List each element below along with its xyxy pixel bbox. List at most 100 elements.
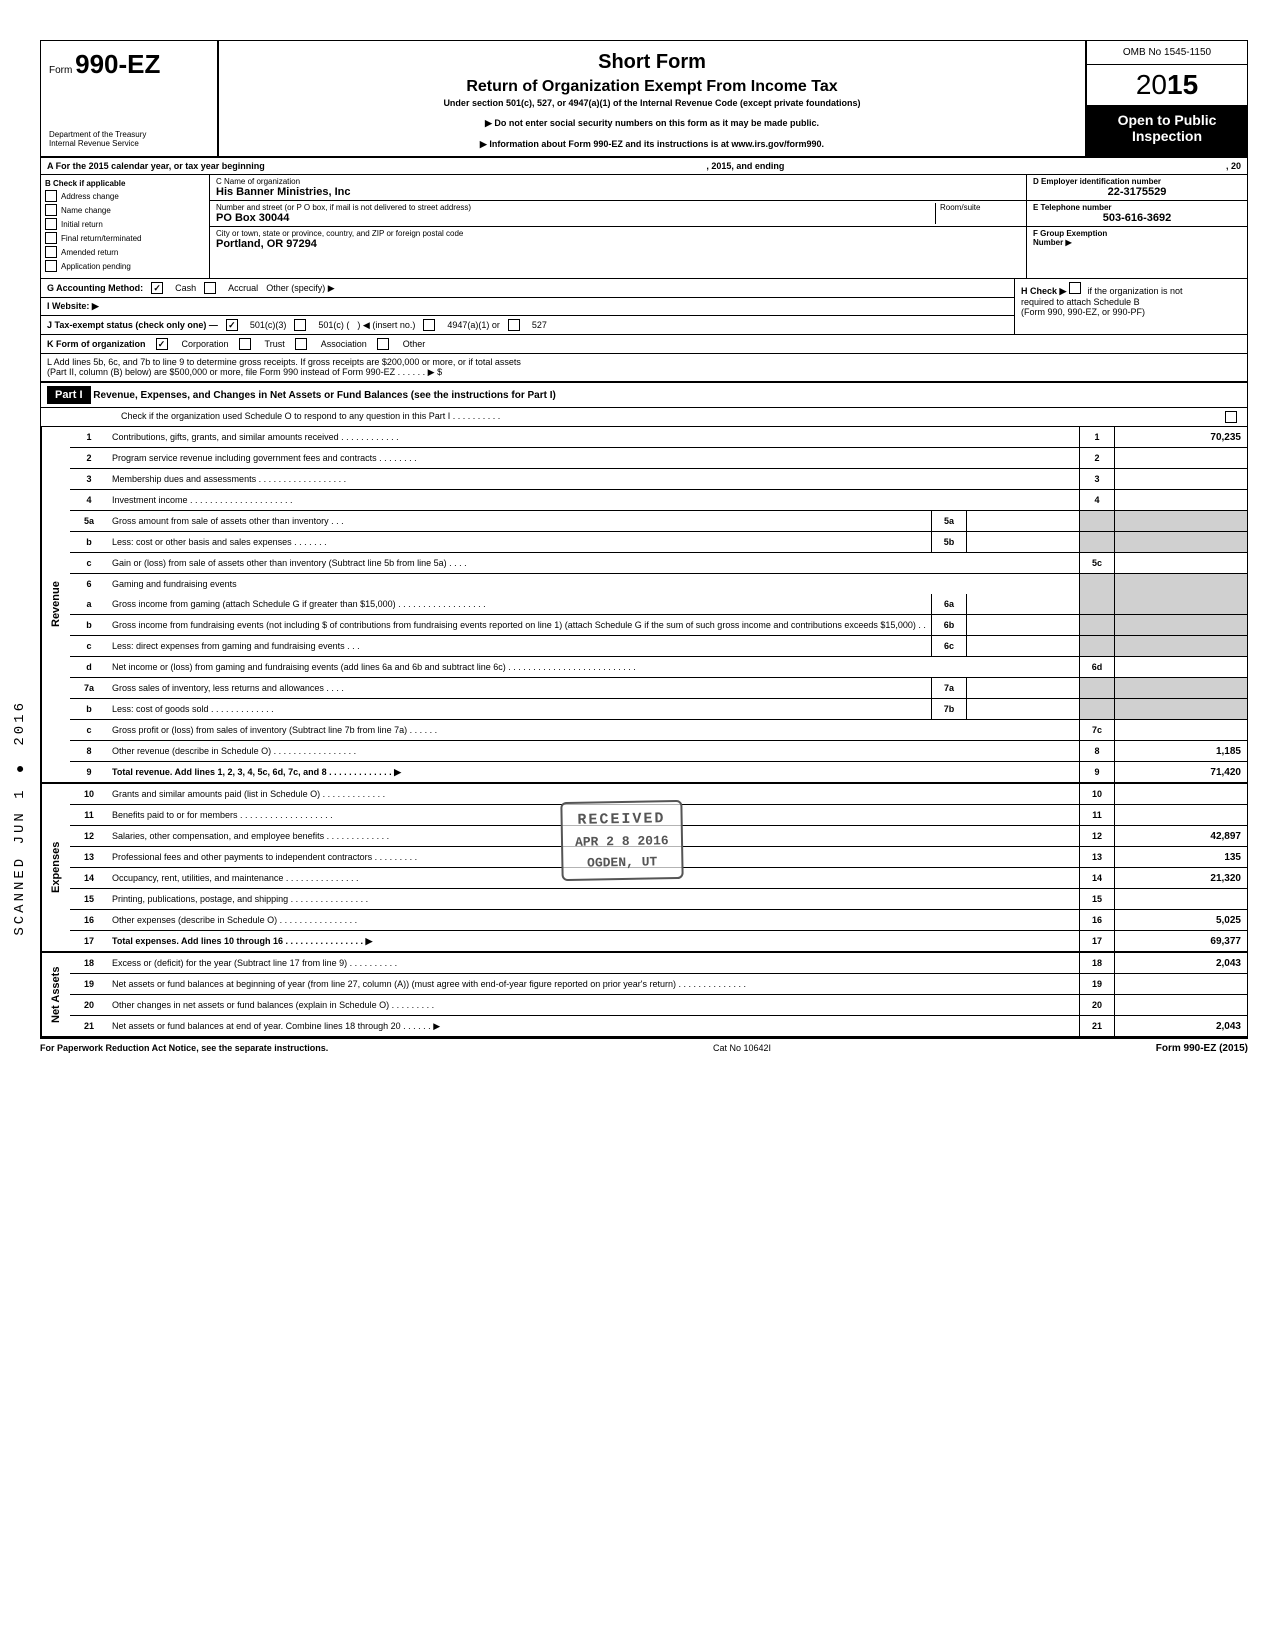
line-num: 14 (70, 871, 108, 885)
line-box (1079, 594, 1114, 614)
check-501c3[interactable]: ✓ (226, 319, 238, 331)
check-label: Initial return (61, 220, 103, 229)
line-desc: Net assets or fund balances at end of ye… (108, 1019, 1079, 1034)
field-group-exemption: F Group Exemption Number ▶ (1027, 227, 1247, 249)
row-j: J Tax-exempt status (check only one) — ✓… (41, 316, 1014, 334)
corp-label: Corporation (182, 339, 229, 349)
check-final-return[interactable]: Final return/terminated (45, 232, 205, 244)
line-desc: Gross income from fundraising events (no… (108, 618, 931, 632)
check-other-org[interactable] (377, 338, 389, 350)
line-14: 14Occupancy, rent, utilities, and mainte… (70, 868, 1247, 889)
check-address-change[interactable]: Address change (45, 190, 205, 202)
section-b-header: B Check if applicable (45, 179, 205, 188)
line-6b: bGross income from fundraising events (n… (70, 615, 1247, 636)
line-num: 8 (70, 744, 108, 758)
check-501c[interactable] (294, 319, 306, 331)
mid-box: 6c (931, 636, 967, 656)
group-label2: Number ▶ (1033, 238, 1241, 247)
footer-left: For Paperwork Reduction Act Notice, see … (40, 1043, 328, 1054)
line-num: 1 (70, 430, 108, 444)
527-label: 527 (532, 320, 547, 330)
check-schedule-o[interactable] (1225, 411, 1237, 423)
assoc-label: Association (321, 339, 367, 349)
line-amt: 2,043 (1114, 1016, 1247, 1036)
part1-header-row: Part I Revenue, Expenses, and Changes in… (41, 383, 1247, 408)
line-num: 9 (70, 765, 108, 779)
part1-title: Revenue, Expenses, and Changes in Net As… (93, 390, 556, 401)
line-7a: 7aGross sales of inventory, less returns… (70, 678, 1247, 699)
line-num: 10 (70, 787, 108, 801)
mid-amt (967, 511, 1079, 531)
line-amt (1114, 553, 1247, 573)
line-box: 9 (1079, 762, 1114, 782)
line-num: 13 (70, 850, 108, 864)
row-i: I Website: ▶ (41, 298, 1014, 316)
line-num: c (70, 639, 108, 653)
check-association[interactable] (295, 338, 307, 350)
line-amt (1114, 995, 1247, 1015)
check-amended-return[interactable]: Amended return (45, 246, 205, 258)
check-schedule-b[interactable] (1069, 282, 1081, 294)
line-box: 16 (1079, 910, 1114, 930)
mid-box: 6a (931, 594, 967, 614)
line-amt (1114, 636, 1247, 656)
header-left: Form 990-EZ Department of the Treasury I… (41, 41, 219, 156)
check-corporation[interactable]: ✓ (156, 338, 168, 350)
line-6c: cLess: direct expenses from gaming and f… (70, 636, 1247, 657)
check-trust[interactable] (239, 338, 251, 350)
row-a-end: , 20 (1226, 161, 1241, 171)
line-amt (1114, 805, 1247, 825)
check-application-pending[interactable]: Application pending (45, 260, 205, 272)
line-desc: Gross income from gaming (attach Schedul… (108, 597, 931, 611)
check-4947[interactable] (423, 319, 435, 331)
form-990ez: Form 990-EZ Department of the Treasury I… (40, 40, 1248, 1039)
netassets-section: Net Assets 18Excess or (deficit) for the… (41, 953, 1247, 1038)
mid-amt (967, 636, 1079, 656)
line-amt: 71,420 (1114, 762, 1247, 782)
line-box (1079, 574, 1114, 594)
check-name-change[interactable]: Name change (45, 204, 205, 216)
line-desc: Other revenue (describe in Schedule O) .… (108, 744, 1079, 758)
line-5c: cGain or (loss) from sale of assets othe… (70, 553, 1247, 574)
line-num: 3 (70, 472, 108, 486)
line-amt: 1,185 (1114, 741, 1247, 761)
row-g: G Accounting Method: ✓Cash Accrual Other… (41, 279, 1014, 298)
line-num: d (70, 660, 108, 674)
check-initial-return[interactable]: Initial return (45, 218, 205, 230)
footer-right: Form 990-EZ (2015) (1156, 1043, 1248, 1054)
line-desc: Printing, publications, postage, and shi… (108, 892, 1079, 906)
line-18: 18Excess or (deficit) for the year (Subt… (70, 953, 1247, 974)
website-label: I Website: ▶ (47, 301, 99, 312)
line-num: 15 (70, 892, 108, 906)
line-15: 15Printing, publications, postage, and s… (70, 889, 1247, 910)
omb-number: OMB No 1545-1150 (1087, 41, 1247, 65)
line-7c: cGross profit or (loss) from sales of in… (70, 720, 1247, 741)
other-label: Other (specify) ▶ (266, 283, 334, 294)
field-phone: E Telephone number 503-616-3692 (1027, 201, 1247, 227)
line-19: 19Net assets or fund balances at beginni… (70, 974, 1247, 995)
line-num: 21 (70, 1019, 108, 1033)
line-6d: dNet income or (loss) from gaming and fu… (70, 657, 1247, 678)
check-cash[interactable]: ✓ (151, 282, 163, 294)
group-label: F Group Exemption (1033, 229, 1241, 238)
mid-amt (967, 532, 1079, 552)
row-h: H Check ▶ if the organization is not req… (1015, 279, 1247, 334)
col-b: B Check if applicable Address change Nam… (41, 175, 210, 278)
line-num: c (70, 723, 108, 737)
vtab-expenses: Expenses (41, 784, 70, 951)
line-8: 8Other revenue (describe in Schedule O) … (70, 741, 1247, 762)
line-box: 14 (1079, 868, 1114, 888)
line-3: 3Membership dues and assessments . . . .… (70, 469, 1247, 490)
phone-value: 503-616-3692 (1033, 212, 1241, 224)
line-box: 1 (1079, 427, 1114, 447)
row-a-mid: , 2015, and ending (706, 161, 784, 171)
line-desc: Total expenses. Add lines 10 through 16 … (108, 934, 1079, 949)
form-warning: ▶ Do not enter social security numbers o… (225, 118, 1079, 129)
line-num: b (70, 535, 108, 549)
501c-insert: ) ◀ (insert no.) (357, 320, 415, 331)
line-amt (1114, 448, 1247, 468)
form-number: 990-EZ (75, 49, 160, 79)
check-accrual[interactable] (204, 282, 216, 294)
check-527[interactable] (508, 319, 520, 331)
line-amt (1114, 699, 1247, 719)
